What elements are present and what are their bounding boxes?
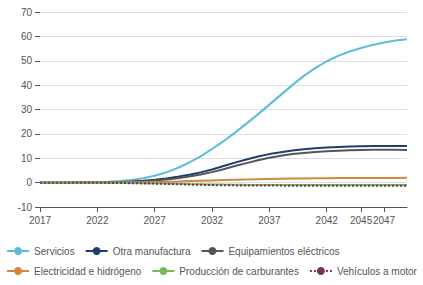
svg-text:2017: 2017 <box>29 215 52 226</box>
svg-text:2032: 2032 <box>201 215 224 226</box>
svg-text:Equipamientos eléctricos: Equipamientos eléctricos <box>228 246 339 257</box>
svg-text:2045: 2045 <box>350 215 373 226</box>
svg-text:40: 40 <box>21 80 33 91</box>
svg-text:2027: 2027 <box>144 215 167 226</box>
svg-text:30: 30 <box>21 104 33 115</box>
svg-text:0: 0 <box>26 177 32 188</box>
svg-text:2047: 2047 <box>373 215 396 226</box>
svg-text:20: 20 <box>21 128 33 139</box>
svg-text:50: 50 <box>21 55 33 66</box>
svg-text:70: 70 <box>21 7 33 18</box>
svg-text:Otra manufactura: Otra manufactura <box>113 246 191 257</box>
svg-text:2037: 2037 <box>258 215 281 226</box>
svg-text:Vehículos a motor: Vehículos a motor <box>337 266 418 277</box>
svg-text:Servicios: Servicios <box>34 246 75 257</box>
svg-text:Producción de carburantes: Producción de carburantes <box>179 266 299 277</box>
svg-text:-10: -10 <box>18 202 33 213</box>
svg-text:10: 10 <box>21 153 33 164</box>
svg-text:Electricidad e hidrógeno: Electricidad e hidrógeno <box>34 266 142 277</box>
svg-text:60: 60 <box>21 31 33 42</box>
svg-text:2022: 2022 <box>86 215 109 226</box>
svg-text:2042: 2042 <box>316 215 339 226</box>
